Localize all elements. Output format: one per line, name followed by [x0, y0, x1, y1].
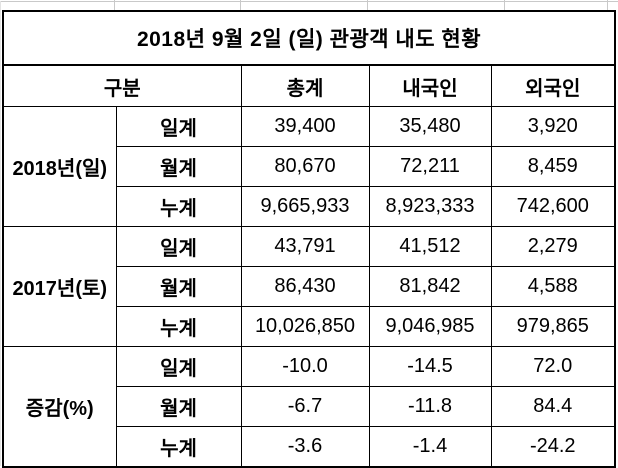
gridline-artifact-stub [607, 0, 608, 10]
cell-total: 9,665,933 [240, 186, 370, 227]
group-label: 2018년(일) [2, 106, 117, 227]
table-row: 증감(%) 일계 -10.0 -14.5 72.0 [2, 346, 616, 468]
cell-domestic: 9,046,985 [368, 306, 492, 347]
row-label: 월계 [115, 266, 242, 307]
table-row: 월계 -6.7 -11.8 84.4 [3, 386, 616, 427]
row-label: 월계 [115, 146, 242, 187]
table-row: 월계 86,430 81,842 4,588 [3, 266, 616, 307]
table-title-row: 2018년 9월 2일 (일) 관광객 내도 현황 [2, 10, 616, 66]
gridline-artifact-left [0, 1, 1, 466]
cell-total: 10,026,850 [240, 306, 370, 347]
table-body: 2018년(일) 일계 39,400 35,480 3,920 월계 80,670 72,21… [2, 106, 616, 468]
cell-total: -10.0 [240, 346, 370, 387]
group-label: 증감(%) [2, 346, 117, 468]
cell-total: 39,400 [240, 106, 370, 147]
gridline-artifact-stub [504, 0, 505, 10]
table-row: 2018년(일) 일계 39,400 35,480 3,920 [2, 106, 616, 227]
table-header-row: 구분 총계 내국인 외국인 [2, 64, 616, 107]
cell-domestic: 72,211 [368, 146, 492, 187]
header-total: 총계 [240, 64, 370, 107]
table-row: 누계 10,026,850 9,046,985 979,865 [3, 306, 616, 347]
cell-domestic: 41,512 [368, 226, 492, 267]
cell-foreign: 8,459 [490, 146, 616, 187]
cell-foreign: 3,920 [490, 106, 616, 147]
group-label: 2017년(토) [2, 226, 117, 347]
table-row: 누계 -3.6 -1.4 -24.2 [3, 426, 616, 468]
row-label: 일계 [115, 106, 242, 147]
row-label: 일계 [115, 226, 242, 267]
cell-foreign: 4,588 [490, 266, 616, 307]
cell-foreign: 72.0 [490, 346, 616, 387]
cell-foreign: 84.4 [490, 386, 616, 427]
row-label: 일계 [115, 346, 242, 387]
row-label: 누계 [115, 306, 242, 347]
cell-foreign: -24.2 [490, 426, 616, 468]
cell-domestic: 81,842 [368, 266, 492, 307]
cell-foreign: 979,865 [490, 306, 616, 347]
gridline-artifact-stub [240, 0, 241, 10]
cell-total: 86,430 [240, 266, 370, 307]
cell-total: 43,791 [240, 226, 370, 267]
row-label: 월계 [115, 386, 242, 427]
header-category: 구분 [2, 64, 242, 107]
cell-foreign: 2,279 [490, 226, 616, 267]
header-foreign: 외국인 [490, 64, 616, 107]
cell-domestic: -11.8 [368, 386, 492, 427]
table-title: 2018년 9월 2일 (일) 관광객 내도 현황 [2, 10, 616, 66]
header-domestic: 내국인 [368, 64, 492, 107]
row-label: 누계 [115, 426, 242, 468]
table-row: 월계 80,670 72,211 8,459 [3, 146, 616, 187]
table-row: 누계 9,665,933 8,923,333 742,600 [3, 186, 616, 227]
cell-total: -6.7 [240, 386, 370, 427]
cell-domestic: -14.5 [368, 346, 492, 387]
row-label: 누계 [115, 186, 242, 227]
cell-total: -3.6 [240, 426, 370, 468]
cell-total: 80,670 [240, 146, 370, 187]
cell-domestic: -1.4 [368, 426, 492, 468]
cell-domestic: 35,480 [368, 106, 492, 147]
gridline-artifact-stub [114, 0, 115, 10]
cell-domestic: 8,923,333 [368, 186, 492, 227]
cell-foreign: 742,600 [490, 186, 616, 227]
table-row: 2017년(토) 일계 43,791 41,512 2,279 [2, 226, 616, 347]
gridline-artifact-stub [367, 0, 368, 10]
gridline-artifact-top [0, 1, 618, 2]
tourist-arrival-table: 2018년 9월 2일 (일) 관광객 내도 현황 구분 총계 내국인 외국인 … [2, 10, 616, 468]
